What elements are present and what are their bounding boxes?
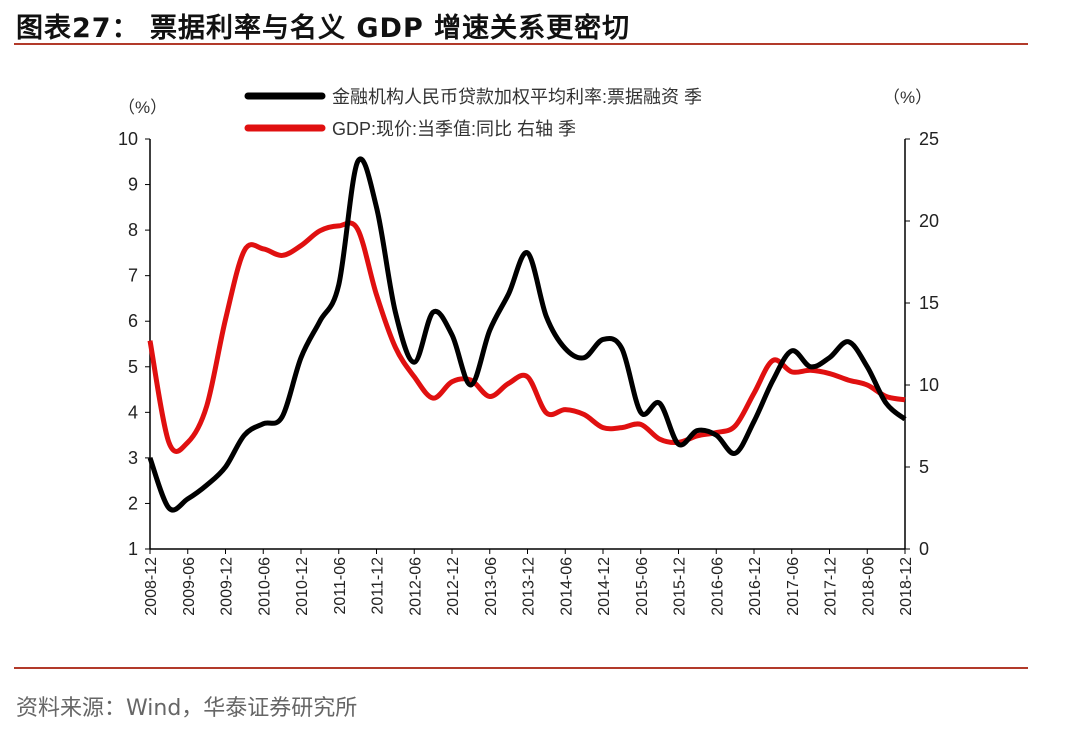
x-tick-label: 2013-12: [521, 557, 538, 616]
source-divider: [14, 667, 1028, 669]
x-tick-label: 2014-06: [558, 557, 575, 616]
x-tick-label: 2011-06: [332, 557, 349, 615]
left-tick-label: 3: [128, 448, 138, 468]
x-tick-label: 2017-06: [785, 557, 802, 616]
right-tick-label: 25: [919, 129, 939, 149]
right-tick-label: 15: [919, 293, 939, 313]
x-tick-label: 2009-06: [181, 557, 198, 616]
left-tick-label: 9: [128, 175, 138, 195]
x-tick-label: 2008-12: [143, 557, 160, 616]
right-tick-label: 5: [919, 457, 929, 477]
left-tick-label: 2: [128, 493, 138, 513]
x-tick-label: 2016-06: [709, 557, 726, 616]
right-tick-label: 0: [919, 539, 929, 559]
right-tick-label: 20: [919, 211, 939, 231]
x-tick-label: 2018-06: [860, 557, 877, 616]
x-tick-label: 2016-12: [747, 557, 764, 616]
x-tick-label: 2011-12: [370, 557, 387, 615]
right-tick-label: 10: [919, 375, 939, 395]
right-axis-unit: （%）: [883, 88, 932, 107]
x-tick-label: 2009-12: [219, 557, 236, 616]
left-tick-label: 8: [128, 220, 138, 240]
x-tick-label: 2010-06: [256, 557, 273, 616]
series-line-gdp: [147, 220, 906, 454]
x-tick-label: 2010-12: [294, 557, 311, 616]
x-tick-label: 2015-12: [672, 557, 689, 616]
chart-title: 图表27： 票据利率与名义 GDP 增速关系更密切: [16, 13, 631, 44]
left-tick-label: 5: [128, 357, 138, 377]
x-tick-label: 2018-12: [898, 557, 915, 616]
left-axis-unit: （%）: [118, 98, 167, 117]
x-tick-label: 2014-12: [596, 557, 613, 616]
source-note: 资料来源：Wind，华泰证券研究所: [16, 696, 358, 721]
x-tick-label: 2012-06: [407, 557, 424, 616]
legend-label-gdp: GDP:现价:当季值:同比 右轴 季: [332, 119, 576, 139]
title-divider: [14, 43, 1028, 45]
left-tick-label: 6: [128, 311, 138, 331]
legend-label-rate: 金融机构人民币贷款加权平均利率:票据融资 季: [332, 87, 702, 107]
x-tick-label: 2017-12: [823, 557, 840, 616]
left-tick-label: 7: [128, 266, 138, 286]
left-tick-label: 10: [118, 129, 138, 149]
left-tick-label: 4: [128, 402, 138, 422]
x-tick-label: 2013-06: [483, 557, 500, 616]
x-tick-label: 2012-12: [445, 557, 462, 616]
x-tick-label: 2015-06: [634, 557, 651, 616]
left-tick-label: 1: [128, 539, 138, 559]
series-line-rate: [147, 156, 907, 513]
